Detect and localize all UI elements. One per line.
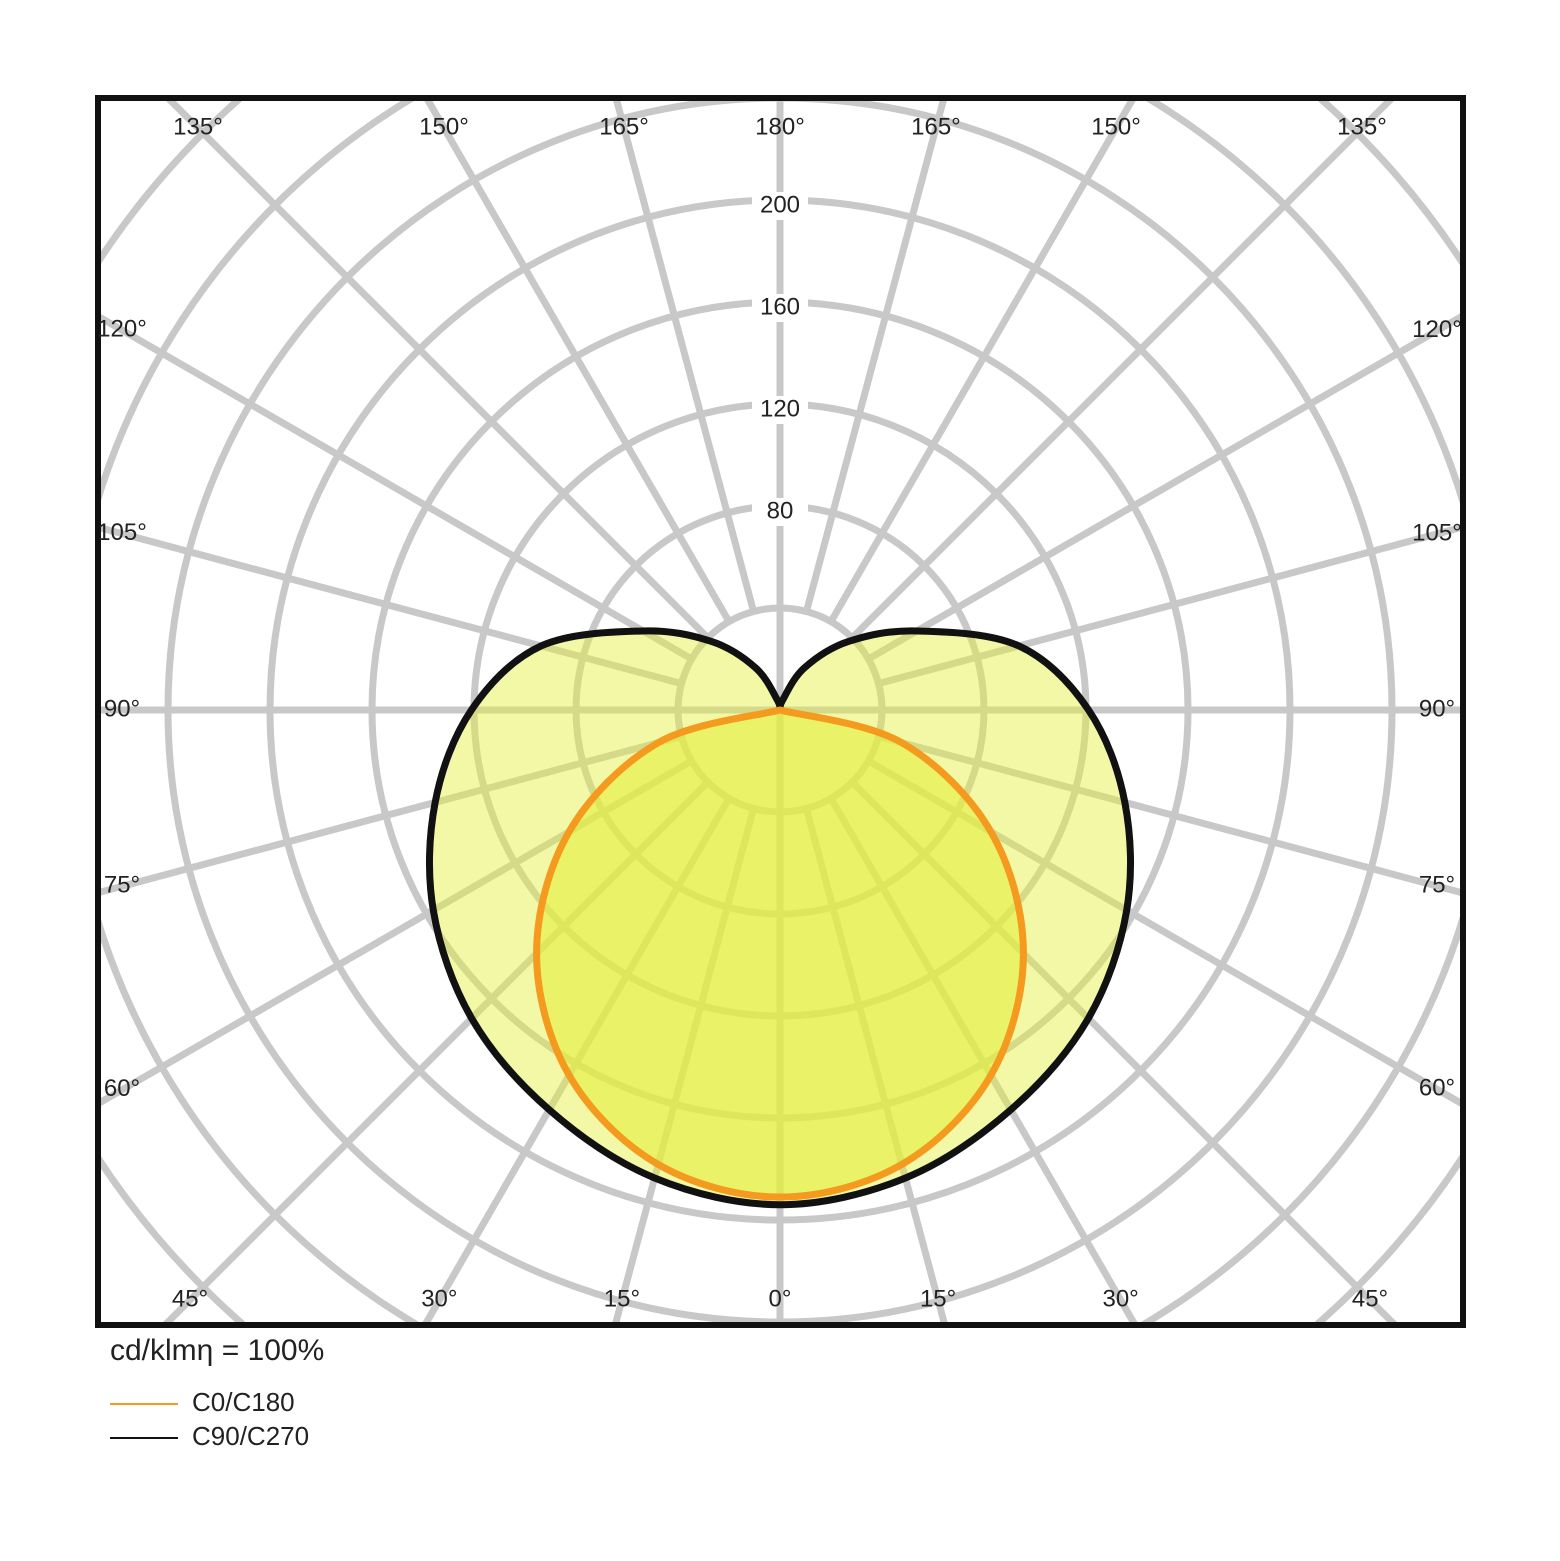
- grid-spoke: [866, 313, 1460, 663]
- legend-label: C90/C270: [192, 1421, 309, 1451]
- frame: [95, 95, 1466, 1328]
- angle-tick-label: 150°: [1091, 113, 1141, 140]
- angle-tick-label: 60°: [104, 1075, 140, 1102]
- angle-tick-label: 120°: [97, 315, 147, 342]
- angle-tick-label: 165°: [599, 113, 649, 140]
- angle-tick-label: 15°: [604, 1285, 640, 1312]
- r-tick-label: 120: [760, 395, 800, 422]
- angle-tick-label: 90°: [1419, 695, 1455, 722]
- angle-tick-label: 180°: [755, 113, 805, 140]
- annotation: cd/klmη = 100%: [110, 1334, 324, 1367]
- angle-tick-label: 150°: [419, 113, 469, 140]
- angle-tick-label: 75°: [1419, 871, 1455, 898]
- grid-spoke: [849, 101, 1394, 641]
- angle-tick-label: 45°: [172, 1285, 208, 1312]
- angle-tick-label: 0°: [769, 1285, 792, 1312]
- grid-spoke: [166, 101, 711, 641]
- angle-tick-label: 165°: [911, 113, 961, 140]
- angle-tick-label: 120°: [1412, 316, 1462, 343]
- grid-spoke: [424, 101, 733, 624]
- r-tick-bg: [752, 396, 808, 424]
- angle-tick-label: 105°: [1412, 519, 1462, 546]
- r-tick-label: 80: [767, 497, 794, 524]
- series-curve: [533, 706, 1027, 1201]
- grid-spoke: [101, 524, 683, 687]
- grid-spoke: [101, 313, 694, 663]
- legend-label: C0/C180: [192, 1387, 295, 1417]
- grid-spoke: [613, 101, 757, 613]
- grid-spoke: [803, 101, 947, 613]
- grid-spoke: [101, 733, 683, 896]
- angle-tick-label: 60°: [1419, 1075, 1455, 1102]
- angle-tick-label: 135°: [173, 113, 223, 140]
- r-tick-label: 160: [760, 293, 800, 320]
- grid-spoke: [827, 101, 1136, 624]
- angle-tick-label: 45°: [1352, 1285, 1388, 1312]
- r-tick-bg: [752, 294, 808, 322]
- angle-tick-label: 15°: [920, 1285, 956, 1312]
- r-tick-bg: [752, 192, 808, 220]
- angle-tick-label: 75°: [104, 872, 140, 899]
- angle-tick-label: 90°: [104, 695, 140, 722]
- angle-tick-label: 30°: [1102, 1285, 1138, 1312]
- grid-spoke: [877, 524, 1460, 687]
- angle-tick-label: 30°: [421, 1285, 457, 1312]
- r-tick-label: 200: [760, 191, 800, 218]
- grid-spoke: [877, 733, 1460, 896]
- r-tick-bg: [752, 498, 808, 526]
- angle-tick-label: 105°: [97, 519, 147, 546]
- angle-tick-label: 135°: [1337, 113, 1387, 140]
